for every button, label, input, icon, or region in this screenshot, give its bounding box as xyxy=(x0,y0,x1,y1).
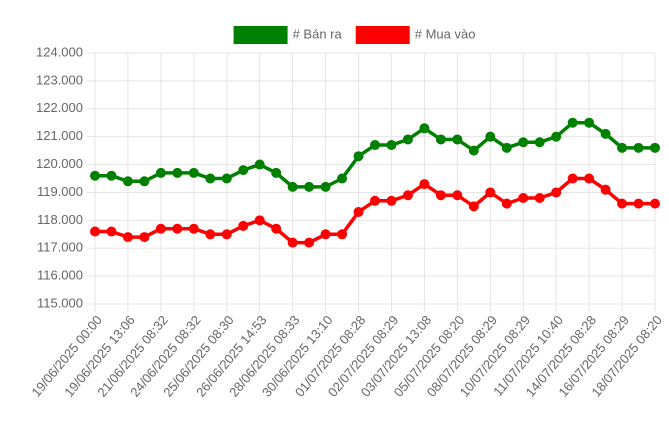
data-point xyxy=(106,170,117,181)
legend-label: # Bán ra xyxy=(293,26,343,41)
legend-item: # Mua vào xyxy=(355,26,476,44)
data-point xyxy=(485,187,496,198)
data-point xyxy=(337,173,348,184)
data-point xyxy=(205,173,216,184)
data-point xyxy=(139,232,150,243)
data-point xyxy=(468,145,479,156)
data-point xyxy=(584,117,595,128)
data-point xyxy=(419,179,430,190)
data-point xyxy=(633,142,644,153)
data-point xyxy=(386,140,397,151)
y-tick-label: 116.000 xyxy=(37,268,83,283)
data-point xyxy=(485,131,496,142)
data-point xyxy=(617,142,628,153)
data-point xyxy=(435,134,446,145)
data-point xyxy=(238,220,249,231)
y-tick-label: 120.000 xyxy=(36,156,83,171)
y-tick-label: 121.000 xyxy=(36,128,83,143)
data-point xyxy=(122,176,133,187)
y-tick-label: 117.000 xyxy=(37,240,83,255)
data-point xyxy=(254,215,265,226)
data-point xyxy=(600,184,611,195)
data-point xyxy=(106,226,117,237)
data-point xyxy=(155,167,166,178)
data-point xyxy=(468,201,479,212)
legend-swatch xyxy=(355,26,410,44)
data-point xyxy=(501,198,512,209)
data-point xyxy=(518,137,529,148)
data-point xyxy=(518,193,529,204)
data-point xyxy=(90,226,100,237)
data-point xyxy=(304,181,315,192)
data-point xyxy=(205,229,216,240)
data-point xyxy=(402,190,413,201)
data-point xyxy=(271,167,282,178)
data-point xyxy=(534,193,545,204)
data-point xyxy=(617,198,628,209)
data-point xyxy=(650,142,660,153)
data-point xyxy=(320,229,331,240)
data-point xyxy=(337,229,348,240)
y-tick-label: 115.000 xyxy=(37,295,83,310)
data-point xyxy=(370,140,380,151)
data-point xyxy=(452,134,463,145)
data-point xyxy=(353,206,364,217)
data-point xyxy=(254,159,265,170)
legend-label: # Mua vào xyxy=(415,26,476,41)
data-point xyxy=(287,181,298,192)
data-point xyxy=(567,173,578,184)
data-point xyxy=(221,229,232,240)
data-point xyxy=(172,223,183,234)
data-point xyxy=(633,198,644,209)
data-point xyxy=(188,167,199,178)
legend: # Bán ra # Mua vào xyxy=(233,26,476,44)
data-point xyxy=(584,173,595,184)
legend-swatch xyxy=(233,26,288,44)
data-point xyxy=(501,142,512,153)
data-point xyxy=(287,237,298,248)
data-point xyxy=(221,173,232,184)
y-tick-label: 122.000 xyxy=(36,100,83,115)
data-point xyxy=(353,151,364,162)
data-point xyxy=(452,190,463,201)
legend-item: # Bán ra xyxy=(233,26,343,44)
y-tick-label: 124.000 xyxy=(36,44,83,59)
data-point xyxy=(271,223,282,234)
data-point xyxy=(304,237,315,248)
data-point xyxy=(172,167,183,178)
data-point xyxy=(567,117,578,128)
data-point xyxy=(435,190,446,201)
data-point xyxy=(600,128,611,139)
y-tick-label: 119.000 xyxy=(37,184,83,199)
data-point xyxy=(370,195,380,206)
data-point xyxy=(139,176,150,187)
data-point xyxy=(650,198,660,209)
data-point xyxy=(402,134,413,145)
data-point xyxy=(122,232,133,243)
data-point xyxy=(551,187,562,198)
data-point xyxy=(551,131,562,142)
data-point xyxy=(238,165,249,176)
data-point xyxy=(90,170,100,181)
data-point xyxy=(534,137,545,148)
data-point xyxy=(419,123,430,134)
y-tick-label: 123.000 xyxy=(36,72,83,87)
data-point xyxy=(320,181,331,192)
y-tick-label: 118.000 xyxy=(37,212,83,227)
data-point xyxy=(386,195,397,206)
data-point xyxy=(155,223,166,234)
data-point xyxy=(188,223,199,234)
